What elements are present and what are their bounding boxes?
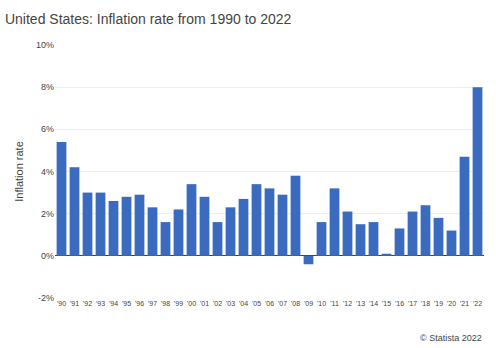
svg-text:'00: '00	[187, 300, 196, 307]
svg-text:'08: '08	[291, 300, 300, 307]
svg-text:'97: '97	[148, 300, 157, 307]
svg-text:© Statista 2022: © Statista 2022	[420, 333, 482, 343]
svg-text:'06: '06	[265, 300, 274, 307]
svg-text:'94: '94	[109, 300, 118, 307]
svg-text:'05: '05	[252, 300, 261, 307]
svg-text:Inflation rate: Inflation rate	[13, 141, 25, 202]
svg-text:'90: '90	[57, 300, 66, 307]
svg-text:'21: '21	[460, 300, 469, 307]
svg-text:8%: 8%	[41, 82, 54, 92]
svg-text:'93: '93	[96, 300, 105, 307]
svg-text:'20: '20	[447, 300, 456, 307]
svg-text:'15: '15	[382, 300, 391, 307]
svg-text:'11: '11	[330, 300, 339, 307]
svg-text:'18: '18	[421, 300, 430, 307]
svg-text:'17: '17	[408, 300, 417, 307]
svg-text:0%: 0%	[41, 251, 54, 261]
svg-text:'91: '91	[70, 300, 79, 307]
svg-text:'04: '04	[239, 300, 248, 307]
svg-text:'16: '16	[395, 300, 404, 307]
svg-text:2%: 2%	[41, 209, 54, 219]
svg-text:'07: '07	[278, 300, 287, 307]
svg-text:'95: '95	[122, 300, 131, 307]
svg-text:'99: '99	[174, 300, 183, 307]
svg-text:4%: 4%	[41, 167, 54, 177]
svg-text:'02: '02	[213, 300, 222, 307]
svg-text:United States: Inflation rate: United States: Inflation rate from 1990 …	[5, 11, 292, 27]
svg-text:10%: 10%	[36, 40, 54, 50]
svg-text:'10: '10	[317, 300, 326, 307]
svg-text:'92: '92	[83, 300, 92, 307]
svg-text:'09: '09	[304, 300, 313, 307]
svg-text:'12: '12	[343, 300, 352, 307]
svg-text:'22: '22	[473, 300, 482, 307]
svg-text:'13: '13	[356, 300, 365, 307]
svg-text:-2%: -2%	[38, 293, 54, 303]
svg-text:'98: '98	[161, 300, 170, 307]
svg-text:'96: '96	[135, 300, 144, 307]
svg-text:'03: '03	[226, 300, 235, 307]
svg-text:'14: '14	[369, 300, 378, 307]
svg-text:6%: 6%	[41, 124, 54, 134]
svg-text:'01: '01	[200, 300, 209, 307]
svg-text:'19: '19	[434, 300, 443, 307]
